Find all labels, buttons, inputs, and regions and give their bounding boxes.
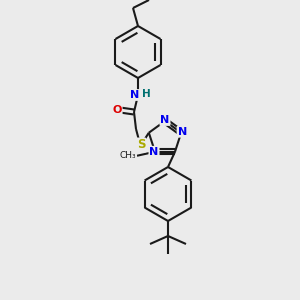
Text: H: H: [142, 89, 150, 99]
Text: N: N: [160, 115, 169, 125]
Text: S: S: [137, 139, 145, 152]
Text: N: N: [178, 127, 187, 137]
Text: CH₃: CH₃: [120, 151, 136, 160]
Text: N: N: [130, 90, 140, 100]
Text: N: N: [149, 147, 159, 157]
Text: O: O: [112, 105, 122, 115]
